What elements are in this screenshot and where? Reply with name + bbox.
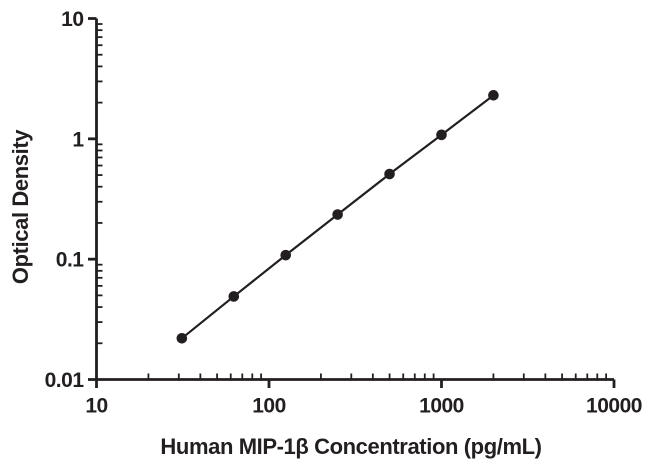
x-tick-label: 100 (252, 395, 286, 418)
data-point (332, 209, 343, 220)
data-point (384, 168, 395, 180)
tick-labels: 10 100 1000 10000 10 1 0.1 0.01 (45, 8, 643, 418)
y-tick-label: 0.1 (56, 249, 85, 272)
x-tick-label: 1000 (419, 395, 464, 418)
y-tick-label: 1 (72, 128, 84, 151)
axes (95, 18, 614, 381)
data-point (280, 249, 292, 261)
x-tick-label: 10 (85, 395, 107, 418)
data-point (436, 129, 447, 141)
minor-ticks (96, 23, 608, 380)
standard-curve-series (176, 90, 499, 344)
major-ticks (88, 17, 616, 388)
x-tick-label: 10000 (586, 395, 642, 418)
data-point (228, 291, 240, 302)
axis-spines (95, 18, 614, 381)
data-point (488, 90, 499, 101)
data-point (176, 332, 188, 344)
y-tick-label: 0.01 (45, 369, 85, 392)
y-axis-title: Optical Density (8, 129, 33, 284)
y-tick-label: 10 (61, 8, 83, 31)
x-axis-title: Human MIP-1β Concentration (pg/mL) (160, 434, 541, 459)
